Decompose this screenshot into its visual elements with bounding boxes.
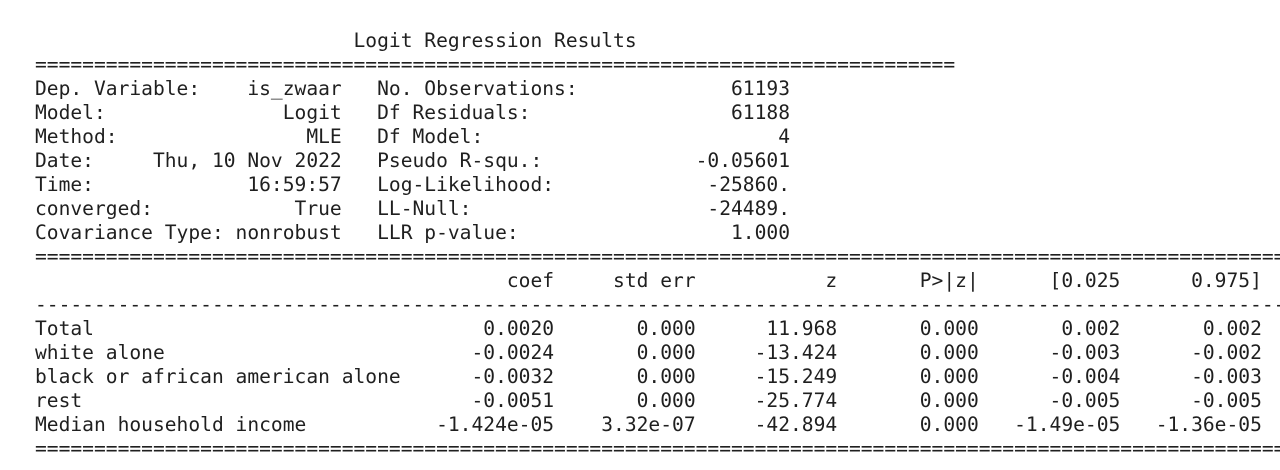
table-row: Total 0.0020 0.000 11.968 0.000 0.002 0.… [35,317,1280,341]
llr-p-value-label: LLR p-value: [377,221,519,244]
method-label: Method: [35,125,118,148]
ci-lower-cell: -1.49e-05 [978,413,1121,436]
summary-row: Method: MLE Df Model: 4 [35,125,1280,149]
col-header-z: z [695,269,838,292]
model-label: Model: [35,101,106,124]
coef-cell: -0.0051 [400,389,555,412]
table-row: black or african american alone -0.0032 … [35,365,1280,389]
p-value-cell: 0.000 [837,341,979,364]
bottom-rule: ========================================… [35,437,1280,460]
row-label: white alone [35,341,401,364]
covariance-type-value: nonrobust [235,221,342,244]
summary-row: Dep. Variable: is_zwaar No. Observations… [35,77,1280,101]
table-row: rest -0.0051 0.000 -25.774 0.000 -0.005 … [35,389,1280,413]
row-label: rest [35,389,401,412]
ci-lower-cell: -0.004 [978,365,1121,388]
ci-upper-cell: 0.002 [1120,317,1262,340]
middle-rule: ========================================… [35,245,1280,268]
converged-label: converged: [35,197,153,220]
log-likelihood-label: Log-Likelihood: [377,173,555,196]
ci-upper-cell: -0.002 [1120,341,1262,364]
row-label: Total [35,317,401,340]
no-observations-label: No. Observations: [377,77,578,100]
p-value-cell: 0.000 [837,389,979,412]
ll-null-label: LL-Null: [377,197,472,220]
dep-variable-label: Dep. Variable: [35,77,201,100]
top-rule: ========================================… [35,53,956,76]
z-cell: -15.249 [695,365,838,388]
z-cell: -25.774 [695,389,838,412]
ci-lower-cell: 0.002 [978,317,1121,340]
dep-variable-value: is_zwaar [247,77,342,100]
time-label: Time: [35,173,94,196]
col-header-ci-lower: [0.025 [978,269,1121,292]
ll-null-value: -24489. [707,197,790,220]
summary-row: Time: 16:59:57 Log-Likelihood: -25860. [35,173,1280,197]
p-value-cell: 0.000 [837,365,979,388]
converged-value: True [294,197,342,220]
coef-cell: -0.0032 [400,365,555,388]
summary-row: converged: True LL-Null: -24489. [35,197,1280,221]
df-model-value: 4 [778,125,790,148]
summary-row: Covariance Type: nonrobust LLR p-value: … [35,221,1280,245]
coef-cell: -0.0024 [400,341,555,364]
pseudo-r-squared-value: -0.05601 [695,149,790,172]
summary-row: Model: Logit Df Residuals: 61188 [35,101,1280,125]
covariance-type-label: Covariance Type: [35,221,224,244]
date-label: Date: [35,149,94,172]
log-likelihood-value: -25860. [707,173,790,196]
llr-p-value-value: 1.000 [731,221,790,244]
summary-row: Date: Thu, 10 Nov 2022 Pseudo R-squ.: -0… [35,149,1280,173]
ci-upper-cell: -0.003 [1120,365,1262,388]
results-title: Logit Regression Results [353,29,637,52]
model-value: Logit [282,101,342,124]
table-title: Logit Regression Results [35,29,1280,53]
table-row: white alone -0.0024 0.000 -13.424 0.000 … [35,341,1280,365]
regression-output: Logit Regression Results ================… [35,29,1280,461]
std-err-cell: 0.000 [554,341,696,364]
no-observations-value: 61193 [731,77,790,100]
method-value: MLE [306,125,342,148]
title-indent [35,29,354,52]
z-cell: -13.424 [695,341,838,364]
coef-cell: 0.0020 [400,317,555,340]
coef-header-row: coef std err z P>|z| [0.025 0.975] [35,269,1280,293]
df-residuals-label: Df Residuals: [377,101,531,124]
col-header-ci-upper: 0.975] [1120,269,1262,292]
z-cell: 11.968 [695,317,838,340]
std-err-cell: 0.000 [554,317,696,340]
df-residuals-value: 61188 [731,101,790,124]
row-label: black or african american alone [35,365,401,388]
ci-upper-cell: -0.005 [1120,389,1262,412]
time-value: 16:59:57 [247,173,342,196]
ci-upper-cell: -1.36e-05 [1120,413,1262,436]
col-header-p-value: P>|z| [837,269,979,292]
ci-lower-cell: -0.003 [978,341,1121,364]
col-header-coef: coef [400,269,555,292]
coef-cell: -1.424e-05 [400,413,555,436]
ci-lower-cell: -0.005 [978,389,1121,412]
std-err-cell: 3.32e-07 [554,413,696,436]
z-cell: -42.894 [695,413,838,436]
col-header-std-err: std err [554,269,696,292]
std-err-cell: 0.000 [554,365,696,388]
pseudo-r-squared-label: Pseudo R-squ.: [377,149,543,172]
p-value-cell: 0.000 [837,317,979,340]
df-model-label: Df Model: [377,125,484,148]
date-value: Thu, 10 Nov 2022 [152,149,342,172]
header-dash-rule: ----------------------------------------… [35,293,1280,316]
p-value-cell: 0.000 [837,413,979,436]
std-err-cell: 0.000 [554,389,696,412]
table-row: Median household income -1.424e-05 3.32e… [35,413,1280,437]
row-label: Median household income [35,413,401,436]
